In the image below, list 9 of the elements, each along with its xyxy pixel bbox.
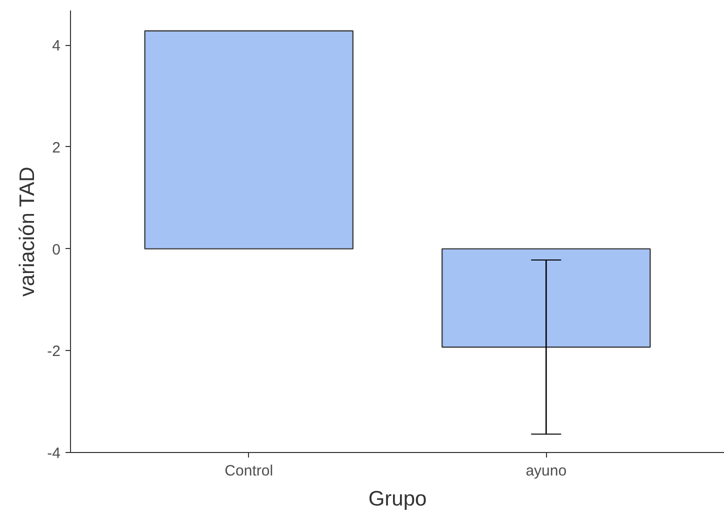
x-axis-title: Grupo — [368, 488, 427, 510]
y-axis-title: variación TAD — [16, 166, 40, 297]
y-tick-label: 4 — [52, 38, 60, 55]
y-tick-label: -2 — [47, 343, 61, 360]
y-tick-label: 2 — [52, 139, 60, 156]
y-tick-label: -4 — [47, 445, 61, 462]
x-tick-label: Control — [224, 462, 274, 480]
y-tick-label: 0 — [52, 241, 60, 258]
x-tick-label: ayuno — [526, 462, 567, 480]
